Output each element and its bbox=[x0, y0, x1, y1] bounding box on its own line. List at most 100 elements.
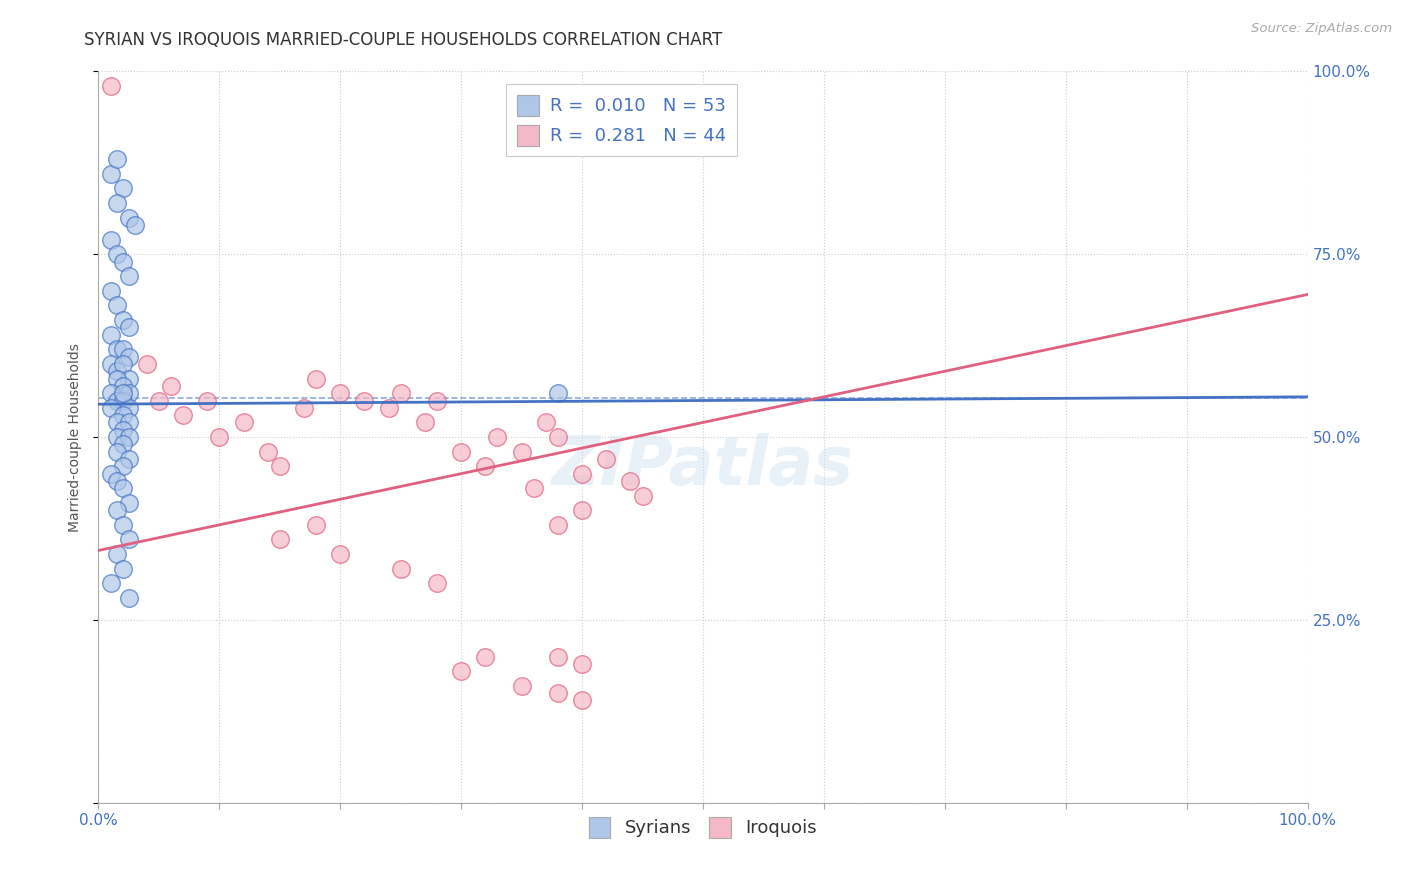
Point bbox=[100, 401, 122, 415]
Point bbox=[100, 78, 122, 93]
Point bbox=[118, 320, 141, 334]
Point bbox=[426, 393, 449, 408]
Point bbox=[195, 393, 218, 408]
Point bbox=[118, 591, 141, 605]
Point bbox=[105, 444, 128, 458]
Point bbox=[111, 562, 134, 576]
Point bbox=[111, 437, 134, 451]
Point bbox=[389, 386, 412, 401]
Point bbox=[377, 401, 399, 415]
Point bbox=[148, 393, 170, 408]
Point bbox=[118, 386, 141, 401]
Point bbox=[474, 649, 496, 664]
Point bbox=[105, 416, 128, 430]
Text: SYRIAN VS IROQUOIS MARRIED-COUPLE HOUSEHOLDS CORRELATION CHART: SYRIAN VS IROQUOIS MARRIED-COUPLE HOUSEH… bbox=[84, 31, 723, 49]
Point bbox=[118, 533, 141, 547]
Point bbox=[547, 386, 569, 401]
Point bbox=[329, 547, 352, 561]
Point bbox=[571, 657, 593, 671]
Point bbox=[111, 181, 134, 195]
Point bbox=[269, 533, 291, 547]
Point bbox=[510, 679, 533, 693]
Point bbox=[118, 452, 141, 467]
Point bbox=[160, 379, 183, 393]
Point bbox=[305, 517, 328, 532]
Point bbox=[105, 247, 128, 261]
Point bbox=[547, 430, 569, 444]
Point bbox=[547, 686, 569, 700]
Point bbox=[118, 496, 141, 510]
Point bbox=[124, 218, 146, 232]
Point bbox=[413, 416, 436, 430]
Point bbox=[510, 444, 533, 458]
Point bbox=[105, 503, 128, 517]
Point bbox=[118, 371, 141, 385]
Point bbox=[135, 357, 157, 371]
Point bbox=[474, 459, 496, 474]
Point bbox=[450, 444, 472, 458]
Point bbox=[389, 562, 412, 576]
Point bbox=[111, 459, 134, 474]
Point bbox=[426, 576, 449, 591]
Point bbox=[486, 430, 509, 444]
Point bbox=[100, 467, 122, 481]
Point bbox=[571, 467, 593, 481]
Text: ZIPatlas: ZIPatlas bbox=[553, 434, 853, 500]
Point bbox=[118, 401, 141, 415]
Point bbox=[111, 386, 134, 401]
Point bbox=[105, 364, 128, 378]
Point bbox=[305, 371, 328, 385]
Point bbox=[523, 481, 546, 495]
Point bbox=[100, 386, 122, 401]
Text: Source: ZipAtlas.com: Source: ZipAtlas.com bbox=[1251, 22, 1392, 36]
Point bbox=[105, 196, 128, 211]
Point bbox=[547, 649, 569, 664]
Point bbox=[329, 386, 352, 401]
Point bbox=[111, 379, 134, 393]
Point bbox=[292, 401, 315, 415]
Point bbox=[118, 416, 141, 430]
Point bbox=[571, 693, 593, 707]
Point bbox=[595, 452, 617, 467]
Point bbox=[118, 211, 141, 225]
Point bbox=[105, 547, 128, 561]
Point bbox=[105, 474, 128, 488]
Point bbox=[111, 313, 134, 327]
Point bbox=[118, 269, 141, 284]
Point bbox=[100, 327, 122, 342]
Point bbox=[450, 664, 472, 678]
Point bbox=[619, 474, 641, 488]
Point bbox=[547, 517, 569, 532]
Point bbox=[111, 423, 134, 437]
Point bbox=[111, 386, 134, 401]
Point bbox=[111, 393, 134, 408]
Point bbox=[269, 459, 291, 474]
Point bbox=[111, 254, 134, 268]
Point bbox=[111, 517, 134, 532]
Point bbox=[105, 430, 128, 444]
Point bbox=[105, 152, 128, 166]
Point bbox=[232, 416, 254, 430]
Point bbox=[100, 576, 122, 591]
Point bbox=[100, 357, 122, 371]
Point bbox=[105, 393, 128, 408]
Point bbox=[353, 393, 375, 408]
Point bbox=[111, 408, 134, 422]
Point bbox=[631, 489, 654, 503]
Y-axis label: Married-couple Households: Married-couple Households bbox=[67, 343, 82, 532]
Point bbox=[111, 481, 134, 495]
Point bbox=[105, 343, 128, 357]
Point bbox=[118, 350, 141, 364]
Legend: Syrians, Iroquois: Syrians, Iroquois bbox=[582, 810, 824, 845]
Point bbox=[100, 284, 122, 298]
Point bbox=[118, 430, 141, 444]
Point bbox=[534, 416, 557, 430]
Point bbox=[571, 503, 593, 517]
Point bbox=[111, 357, 134, 371]
Point bbox=[256, 444, 278, 458]
Point bbox=[111, 343, 134, 357]
Point bbox=[105, 371, 128, 385]
Point bbox=[100, 167, 122, 181]
Point bbox=[105, 298, 128, 312]
Point bbox=[208, 430, 231, 444]
